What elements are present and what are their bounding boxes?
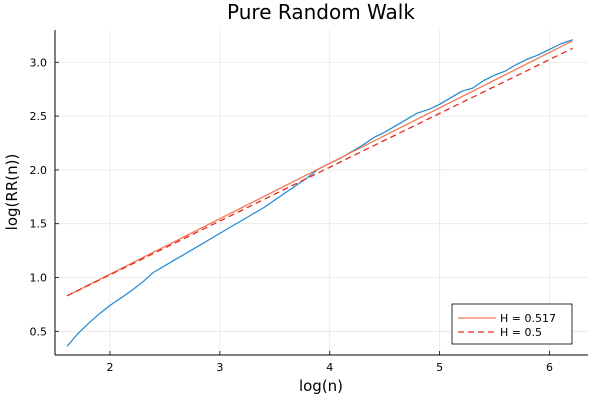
- x-tick-label: 6: [546, 361, 553, 374]
- chart-title: Pure Random Walk: [227, 0, 415, 24]
- legend-label: H = 0.517: [500, 312, 556, 325]
- y-tick-label: 1.0: [30, 272, 48, 285]
- series-line-fit: [66, 40, 573, 297]
- y-tick-label: 2.5: [30, 110, 48, 123]
- y-tick-label: 2.0: [30, 164, 48, 177]
- x-tick-label: 5: [436, 361, 443, 374]
- series: [66, 39, 573, 347]
- y-tick-label: 3.0: [30, 56, 48, 69]
- y-tick-label: 0.5: [30, 325, 48, 338]
- y-tick-label: 1.5: [30, 218, 48, 231]
- legend-label: H = 0.5: [500, 326, 542, 339]
- y-axis-label: log(RR(n)): [3, 154, 21, 231]
- tick-labels: 2 3 4 5 6 0.5 1.0 1.5 2.0 2.5 3.0: [30, 56, 554, 374]
- x-tick-label: 2: [106, 361, 113, 374]
- x-tick-label: 3: [216, 361, 223, 374]
- x-tick-label: 4: [326, 361, 333, 374]
- grid: [55, 30, 588, 355]
- legend-box: [451, 303, 573, 345]
- series-line-reference: [66, 47, 573, 297]
- x-axis-label: log(n): [299, 377, 343, 395]
- axes: [54, 30, 588, 356]
